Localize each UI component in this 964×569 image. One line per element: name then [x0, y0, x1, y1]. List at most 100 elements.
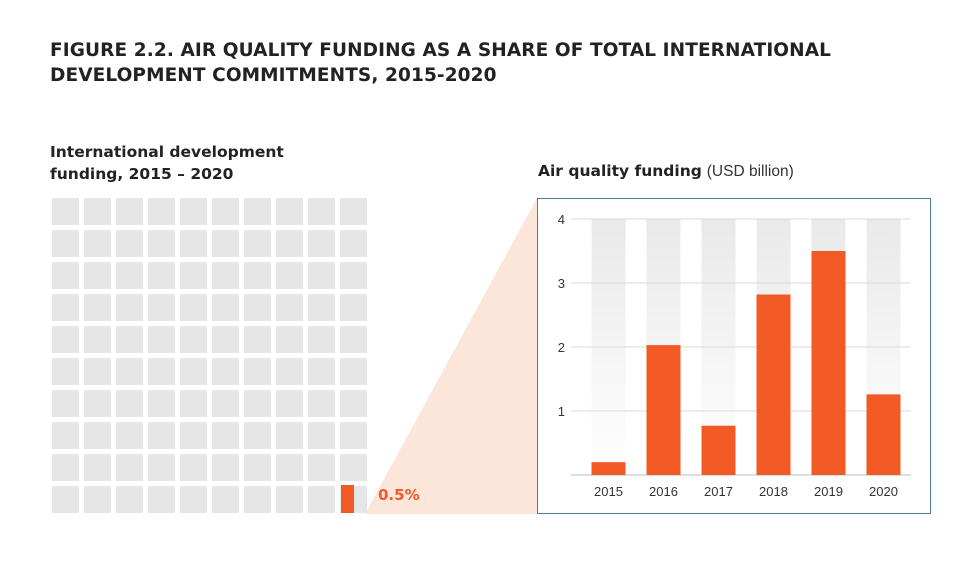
share-label: 0.5% — [378, 486, 420, 504]
waffle-cell — [180, 326, 207, 353]
waffle-cell — [212, 198, 239, 225]
waffle-cell — [52, 326, 79, 353]
waffle-cell — [340, 454, 367, 481]
waffle-cell — [276, 294, 303, 321]
waffle-cell — [148, 230, 175, 257]
bar — [591, 462, 626, 475]
bar-chart-title-text: Air quality funding — [538, 162, 702, 180]
waffle-cell — [116, 294, 143, 321]
waffle-cell — [212, 422, 239, 449]
waffle-cell — [180, 422, 207, 449]
waffle-cell — [308, 326, 335, 353]
waffle-cell — [148, 454, 175, 481]
waffle-cell — [148, 422, 175, 449]
waffle-cell — [340, 294, 367, 321]
bar — [646, 345, 681, 475]
bar-chart-title: Air quality funding (USD billion) — [538, 162, 794, 181]
waffle-cell — [244, 358, 271, 385]
waffle-cell — [148, 326, 175, 353]
waffle-cell — [244, 230, 271, 257]
waffle-cell — [244, 454, 271, 481]
waffle-cell — [308, 486, 335, 513]
x-tick-label: 2019 — [814, 484, 843, 499]
waffle-cell — [116, 198, 143, 225]
waffle-cell — [148, 358, 175, 385]
y-tick-label: 2 — [558, 340, 565, 355]
waffle-cell — [84, 294, 111, 321]
waffle-cell — [148, 486, 175, 513]
waffle-cell — [180, 294, 207, 321]
waffle-cell — [340, 422, 367, 449]
waffle-cell — [180, 486, 207, 513]
waffle-cell — [52, 422, 79, 449]
waffle-cell — [116, 358, 143, 385]
waffle-cell — [276, 486, 303, 513]
waffle-cell — [84, 198, 111, 225]
waffle-cell — [84, 454, 111, 481]
waffle-cell — [340, 198, 367, 225]
waffle-cell — [148, 294, 175, 321]
waffle-cell — [212, 326, 239, 353]
bar — [811, 251, 846, 475]
x-tick-label: 2015 — [594, 484, 623, 499]
waffle-cell — [212, 358, 239, 385]
waffle-cell — [340, 230, 367, 257]
y-tick-label: 1 — [558, 404, 565, 419]
waffle-cell — [84, 422, 111, 449]
waffle-cell — [244, 294, 271, 321]
waffle-cell — [180, 390, 207, 417]
waffle-cell — [52, 262, 79, 289]
waffle-cell — [244, 422, 271, 449]
waffle-cell — [308, 262, 335, 289]
waffle-cell — [148, 262, 175, 289]
x-tick-label: 2020 — [869, 484, 898, 499]
y-tick-label: 4 — [558, 212, 565, 227]
waffle-cell — [84, 486, 111, 513]
bar — [866, 394, 901, 475]
waffle-cell — [116, 262, 143, 289]
waffle-cell — [276, 390, 303, 417]
waffle-cell — [52, 294, 79, 321]
waffle-cell — [308, 422, 335, 449]
waffle-cell — [212, 454, 239, 481]
waffle-cell — [116, 326, 143, 353]
waffle-cell — [180, 198, 207, 225]
waffle-cell — [212, 230, 239, 257]
waffle-cell — [180, 454, 207, 481]
waffle-cell — [52, 454, 79, 481]
waffle-cell — [308, 294, 335, 321]
waffle-cell — [116, 422, 143, 449]
waffle-cell — [212, 294, 239, 321]
y-tick-label: 3 — [558, 276, 565, 291]
waffle-cell — [52, 230, 79, 257]
x-tick-label: 2016 — [649, 484, 678, 499]
waffle-highlight-cell — [341, 485, 354, 513]
waffle-cell — [116, 390, 143, 417]
waffle-cell — [84, 262, 111, 289]
waffle-cell — [276, 198, 303, 225]
x-tick-label: 2017 — [704, 484, 733, 499]
waffle-cell — [116, 454, 143, 481]
bar — [756, 294, 791, 475]
figure-title: FIGURE 2.2. AIR QUALITY FUNDING AS A SHA… — [50, 40, 832, 86]
waffle-cell — [340, 358, 367, 385]
waffle-cell — [276, 454, 303, 481]
waffle-cell — [84, 326, 111, 353]
waffle-cell — [244, 390, 271, 417]
waffle-cell — [148, 198, 175, 225]
bar — [701, 425, 736, 475]
bar-chart-frame: 1 2 3 4 2015 2016 2017 2018 2019 2020 — [537, 198, 931, 514]
waffle-cell — [308, 454, 335, 481]
waffle-cell — [212, 262, 239, 289]
waffle-cell — [52, 198, 79, 225]
waffle-cell — [308, 230, 335, 257]
waffle-title: International development funding, 2015 … — [50, 143, 284, 183]
waffle-cell — [84, 358, 111, 385]
waffle-cell — [148, 390, 175, 417]
waffle-cell — [244, 486, 271, 513]
x-tick-label: 2018 — [759, 484, 788, 499]
waffle-cell — [276, 422, 303, 449]
waffle-cell — [308, 198, 335, 225]
waffle-cell — [276, 358, 303, 385]
